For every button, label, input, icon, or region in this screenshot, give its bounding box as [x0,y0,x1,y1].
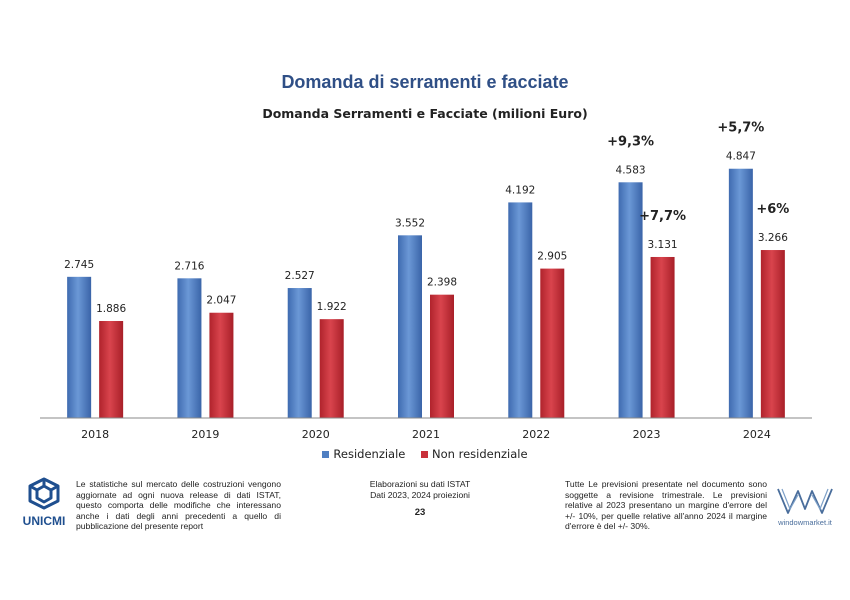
unicmi-logo-text: UNICMI [22,514,66,528]
footer-source: Elaborazioni su dati ISTAT Dati 2023, 20… [330,479,510,519]
footer-note-left: Le statistiche sul mercato delle costruz… [76,479,281,531]
bar-residenziale-2021 [398,235,422,418]
footer-source-line1: Elaborazioni su dati ISTAT [369,479,471,489]
x-tick-label-2021: 2021 [412,428,440,441]
legend-label-non-residenziale: Non residenziale [432,447,528,461]
bar-residenziale-2024 [728,168,753,418]
x-tick-label-2023: 2023 [633,428,661,441]
footer-note-right: Tutte Le previsioni presentate nel docum… [565,479,767,531]
legend-item-non-residenziale: Non residenziale [421,447,528,461]
x-tick-label-2018: 2018 [81,428,109,441]
windowmarket-wave-logo-icon [777,488,833,514]
data-label-non-residenziale-2018: 1.886 [96,303,126,315]
bar-non-residenziale-2023 [650,256,675,418]
data-label-residenziale-2021: 3.552 [395,217,425,229]
x-tick-label-2019: 2019 [191,428,219,441]
bar-non-residenziale-2020 [319,319,344,418]
data-label-non-residenziale-2023: 3.131 [648,239,678,251]
data-label-non-residenziale-2020: 1.922 [317,301,347,313]
footer-source-line2: Dati 2023, 2024 proiezioni [370,489,470,500]
windowmarket-logo-text: windowmarket.it [778,518,832,527]
data-label-residenziale-2024: 4.847 [726,151,756,163]
data-label-residenziale-2023: 4.583 [616,164,646,176]
unicmi-cube-logo-icon [28,477,60,510]
x-tick-label-2024: 2024 [743,428,771,441]
bar-residenziale-2022 [508,202,533,418]
growth-annotation-non-residenziale-2024: +6% [756,202,789,217]
page-number: 23 [414,507,426,518]
data-label-residenziale-2018: 2.745 [64,259,94,271]
bar-non-residenziale-2021 [430,294,454,418]
growth-annotation-residenziale-2024: +5,7% [717,121,764,136]
bar-residenziale-2018 [67,276,92,418]
data-label-non-residenziale-2019: 2.047 [206,295,236,307]
bar-non-residenziale-2018 [99,321,124,418]
bar-non-residenziale-2022 [540,268,565,418]
legend: Residenziale Non residenziale [0,447,850,461]
bar-non-residenziale-2024 [760,250,785,418]
x-tick-label-2020: 2020 [302,428,330,441]
data-label-non-residenziale-2024: 3.266 [758,232,788,244]
growth-annotation-non-residenziale-2023: +7,7% [639,209,686,224]
bar-residenziale-2023 [618,182,643,418]
data-label-non-residenziale-2022: 2.905 [537,251,567,263]
bar-non-residenziale-2019 [209,312,234,418]
bar-residenziale-2020 [287,288,312,418]
bar-residenziale-2019 [177,278,202,418]
legend-label-residenziale: Residenziale [333,447,406,461]
legend-item-residenziale: Residenziale [322,447,405,461]
legend-swatch-residenziale [322,451,330,458]
data-label-residenziale-2019: 2.716 [174,260,204,272]
chart-title: Domanda Serramenti e Facciate (milioni E… [262,106,588,121]
data-label-residenziale-2020: 2.527 [285,270,315,282]
page-title: Domanda di serramenti e facciate [281,72,569,92]
unicmi-logo: UNICMI [14,475,74,530]
legend-swatch-non-residenziale [421,451,429,458]
windowmarket-logo: windowmarket.it [772,485,838,530]
growth-annotation-residenziale-2023: +9,3% [607,134,654,149]
x-tick-label-2022: 2022 [522,428,550,441]
data-label-residenziale-2022: 4.192 [505,184,535,196]
data-label-non-residenziale-2021: 2.398 [427,277,457,289]
